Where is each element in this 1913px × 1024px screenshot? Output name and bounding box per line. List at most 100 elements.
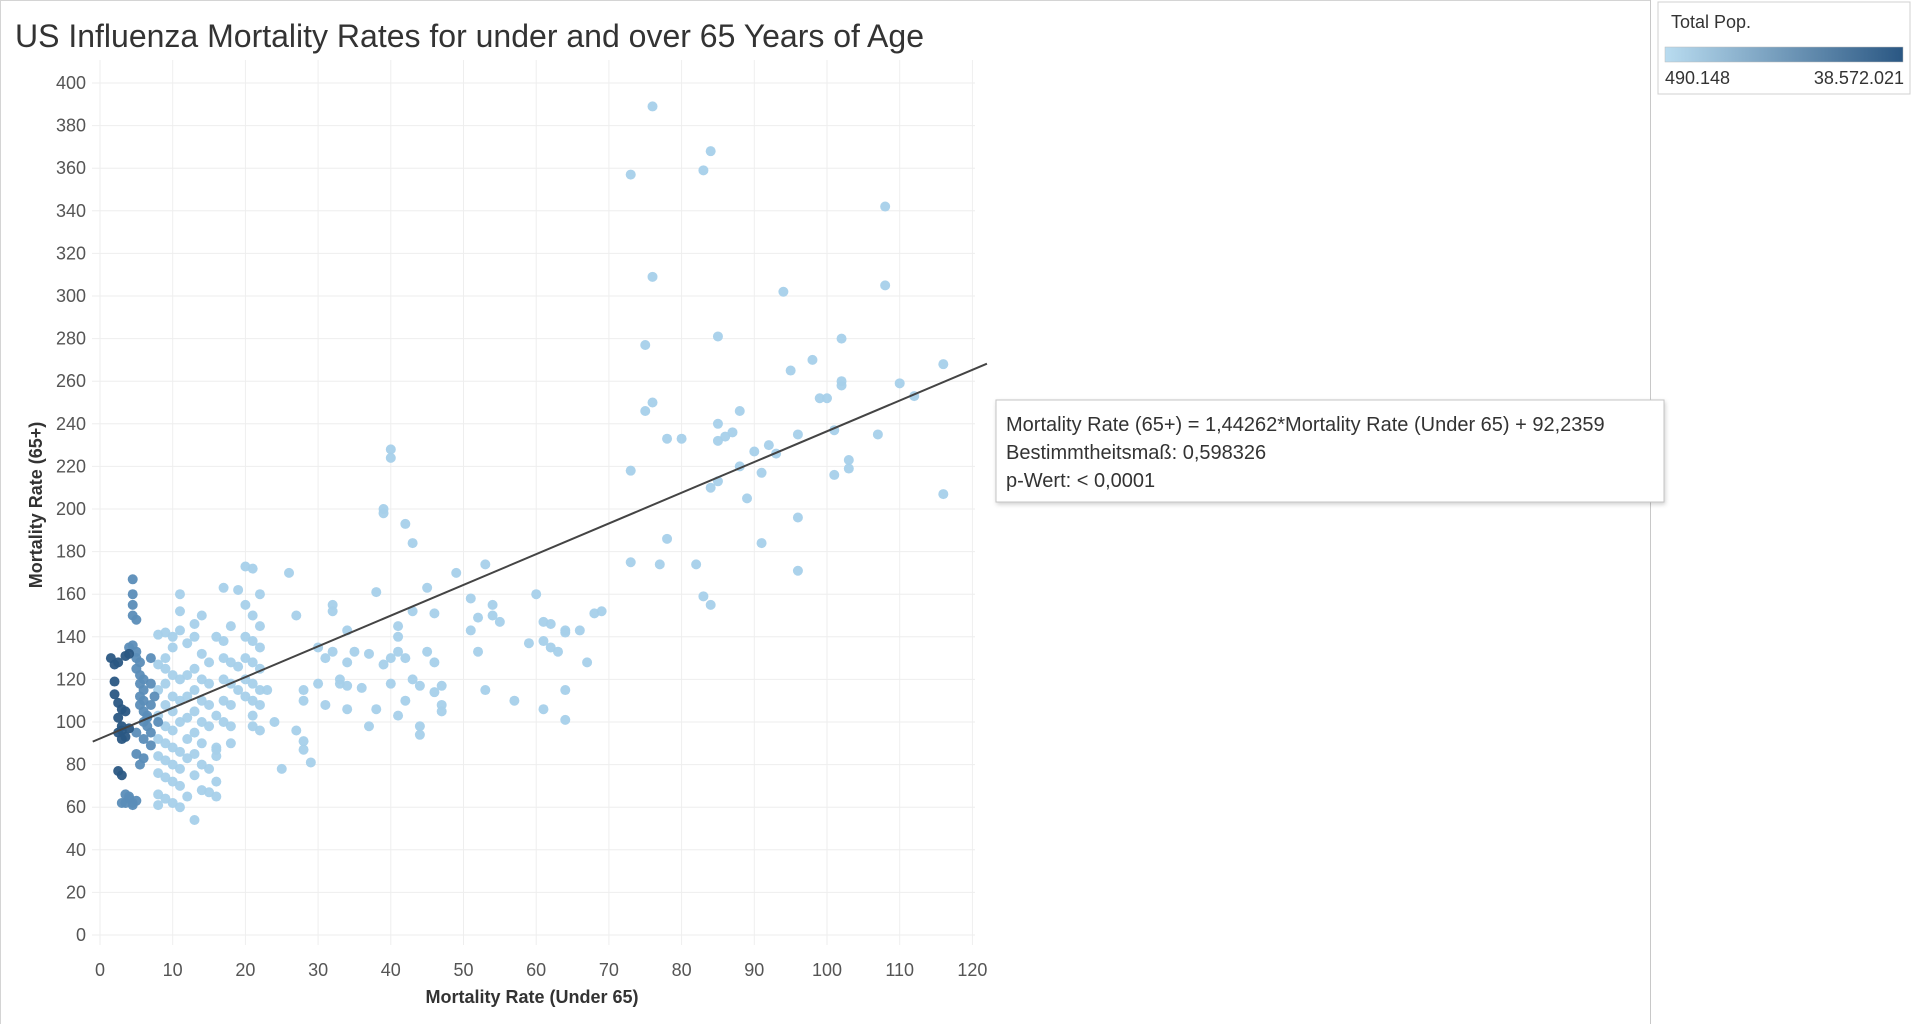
data-point[interactable] bbox=[473, 612, 484, 623]
data-point[interactable] bbox=[225, 657, 236, 668]
data-point[interactable] bbox=[189, 685, 200, 696]
data-point[interactable] bbox=[153, 659, 164, 670]
data-point[interactable] bbox=[705, 482, 716, 493]
data-point[interactable] bbox=[378, 659, 389, 670]
data-point[interactable] bbox=[371, 704, 382, 715]
data-point[interactable] bbox=[167, 797, 178, 808]
data-point[interactable] bbox=[836, 380, 847, 391]
data-point[interactable] bbox=[196, 610, 207, 621]
data-point[interactable] bbox=[145, 678, 156, 689]
data-point[interactable] bbox=[349, 646, 360, 657]
data-point[interactable] bbox=[356, 682, 367, 693]
data-point[interactable] bbox=[487, 599, 498, 610]
data-point[interactable] bbox=[254, 642, 265, 653]
data-point[interactable] bbox=[792, 512, 803, 523]
data-point[interactable] bbox=[109, 676, 120, 687]
data-point[interactable] bbox=[676, 433, 687, 444]
data-point[interactable] bbox=[429, 687, 440, 698]
data-point[interactable] bbox=[284, 567, 295, 578]
data-point[interactable] bbox=[938, 489, 949, 500]
data-point[interactable] bbox=[153, 717, 164, 727]
data-point[interactable] bbox=[204, 699, 215, 710]
data-point[interactable] bbox=[807, 354, 818, 365]
data-point[interactable] bbox=[174, 802, 185, 813]
data-point[interactable] bbox=[160, 721, 171, 732]
data-point[interactable] bbox=[400, 518, 411, 529]
data-point[interactable] bbox=[560, 627, 571, 638]
data-point[interactable] bbox=[254, 621, 265, 632]
data-point[interactable] bbox=[153, 800, 164, 811]
data-point[interactable] bbox=[400, 695, 411, 706]
data-point[interactable] bbox=[400, 653, 411, 664]
data-point[interactable] bbox=[247, 657, 258, 668]
data-point[interactable] bbox=[145, 699, 156, 710]
data-point[interactable] bbox=[153, 734, 164, 745]
data-point[interactable] bbox=[109, 689, 120, 700]
data-point[interactable] bbox=[342, 704, 353, 715]
data-point[interactable] bbox=[487, 610, 498, 621]
data-point[interactable] bbox=[465, 625, 476, 636]
data-point[interactable] bbox=[393, 631, 404, 642]
data-point[interactable] bbox=[545, 619, 556, 630]
data-point[interactable] bbox=[254, 725, 265, 736]
data-point[interactable] bbox=[189, 619, 200, 630]
data-point[interactable] bbox=[742, 493, 753, 504]
data-point[interactable] bbox=[327, 646, 338, 657]
data-point[interactable] bbox=[218, 674, 229, 685]
data-point[interactable] bbox=[385, 444, 396, 455]
data-point[interactable] bbox=[778, 286, 789, 297]
data-point[interactable] bbox=[160, 678, 171, 689]
data-point[interactable] bbox=[247, 563, 258, 574]
data-point[interactable] bbox=[233, 685, 244, 696]
data-point[interactable] bbox=[247, 721, 258, 732]
data-point[interactable] bbox=[407, 606, 418, 617]
data-point[interactable] bbox=[174, 746, 185, 757]
data-point[interactable] bbox=[225, 699, 236, 710]
data-point[interactable] bbox=[698, 165, 709, 176]
data-point[interactable] bbox=[938, 359, 949, 370]
data-point[interactable] bbox=[174, 780, 185, 791]
data-point[interactable] bbox=[174, 763, 185, 774]
data-point[interactable] bbox=[134, 759, 145, 770]
data-point[interactable] bbox=[149, 691, 160, 702]
data-point[interactable] bbox=[211, 744, 222, 755]
data-point[interactable] bbox=[756, 467, 767, 478]
data-point[interactable] bbox=[691, 559, 702, 570]
data-point[interactable] bbox=[291, 725, 302, 736]
data-point[interactable] bbox=[894, 378, 905, 389]
data-point[interactable] bbox=[596, 606, 607, 617]
data-point[interactable] bbox=[211, 791, 222, 802]
data-point[interactable] bbox=[196, 695, 207, 706]
data-point[interactable] bbox=[233, 584, 244, 595]
data-point[interactable] bbox=[196, 648, 207, 659]
data-point[interactable] bbox=[153, 768, 164, 779]
data-point[interactable] bbox=[560, 685, 571, 696]
data-point[interactable] bbox=[160, 772, 171, 783]
data-point[interactable] bbox=[574, 625, 585, 636]
data-point[interactable] bbox=[160, 653, 171, 664]
data-point[interactable] bbox=[131, 795, 142, 806]
data-point[interactable] bbox=[363, 721, 374, 732]
data-point[interactable] bbox=[167, 776, 178, 787]
data-point[interactable] bbox=[647, 101, 658, 112]
data-point[interactable] bbox=[204, 763, 215, 774]
data-point[interactable] bbox=[393, 621, 404, 632]
data-point[interactable] bbox=[414, 729, 425, 740]
data-point[interactable] bbox=[174, 717, 185, 727]
data-point[interactable] bbox=[138, 734, 149, 745]
data-point[interactable] bbox=[145, 740, 156, 751]
data-point[interactable] bbox=[218, 636, 229, 647]
data-point[interactable] bbox=[182, 670, 193, 681]
data-point[interactable] bbox=[160, 699, 171, 710]
data-point[interactable] bbox=[182, 791, 193, 802]
data-point[interactable] bbox=[247, 610, 258, 621]
data-point[interactable] bbox=[792, 565, 803, 576]
data-point[interactable] bbox=[254, 699, 265, 710]
data-point[interactable] bbox=[240, 653, 251, 664]
data-point[interactable] bbox=[247, 678, 258, 689]
data-point[interactable] bbox=[240, 599, 251, 610]
data-point[interactable] bbox=[233, 661, 244, 672]
data-point[interactable] bbox=[218, 717, 229, 727]
data-point[interactable] bbox=[436, 706, 447, 717]
data-point[interactable] bbox=[211, 631, 222, 642]
